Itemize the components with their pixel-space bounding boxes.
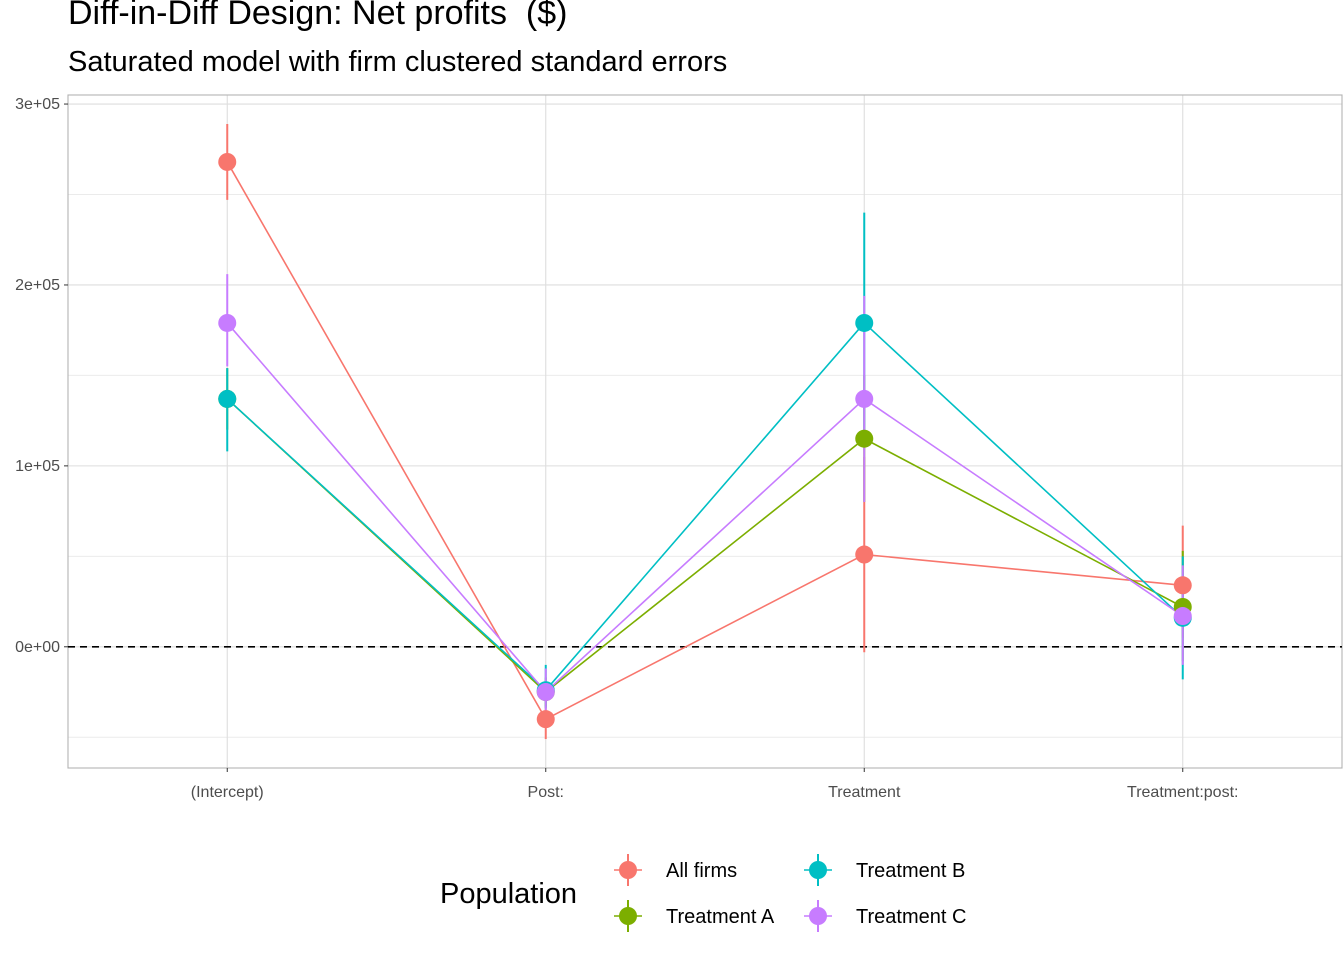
y-tick-label: 2e+05 [15, 277, 60, 294]
axis-layer: 0e+00 1e+05 2e+05 3e+05 (Intercept) Post: Trea… [15, 94, 1343, 801]
data-point-treatment-c [536, 683, 555, 702]
legend: Population All firms Treatment A Treatment … [440, 854, 966, 932]
data-point-treatment-a [855, 429, 874, 448]
data-point-treatment-b [218, 389, 237, 408]
data-point-treatment-c [1173, 607, 1192, 626]
legend-key-point-all-firms [619, 861, 637, 879]
point-layer [218, 152, 1192, 729]
legend-key-point-treatment-c [809, 907, 827, 925]
chart-subtitle: Saturated model with firm clustered stan… [68, 46, 728, 78]
legend-title: Population [440, 878, 577, 910]
x-tick-label: Post: [528, 784, 564, 801]
legend-key-point-treatment-b [809, 861, 827, 879]
legend-key-point-treatment-a [619, 907, 637, 925]
data-point-all-firms [1173, 576, 1192, 595]
series-line-all-firms [226, 161, 1183, 721]
x-tick-label: (Intercept) [191, 784, 264, 801]
data-point-all-firms [855, 545, 874, 564]
panel-border [67, 94, 1343, 769]
legend-label-treatment-a: Treatment A [666, 906, 775, 928]
data-point-all-firms [536, 710, 555, 729]
legend-label-treatment-c: Treatment C [856, 906, 966, 928]
legend-label-all-firms: All firms [666, 860, 737, 882]
data-point-treatment-b [855, 313, 874, 332]
data-point-treatment-c [855, 389, 874, 408]
data-point-all-firms [218, 152, 237, 171]
line-layer [226, 161, 1184, 721]
y-tick-label: 1e+05 [15, 458, 60, 475]
y-tick-label: 3e+05 [15, 96, 60, 113]
chart-title: Diff-in-Diff Design: Net profits ($) [68, 0, 568, 32]
grid-layer [68, 95, 1342, 768]
x-tick-label: Treatment:post: [1127, 784, 1238, 801]
data-point-treatment-c [218, 313, 237, 332]
legend-label-treatment-b: Treatment B [856, 860, 965, 882]
series-line-treatment-c [226, 322, 1184, 694]
x-tick-label: Treatment [828, 784, 901, 801]
series-line-treatment-b [226, 321, 1184, 692]
y-tick-label: 0e+00 [15, 639, 60, 656]
